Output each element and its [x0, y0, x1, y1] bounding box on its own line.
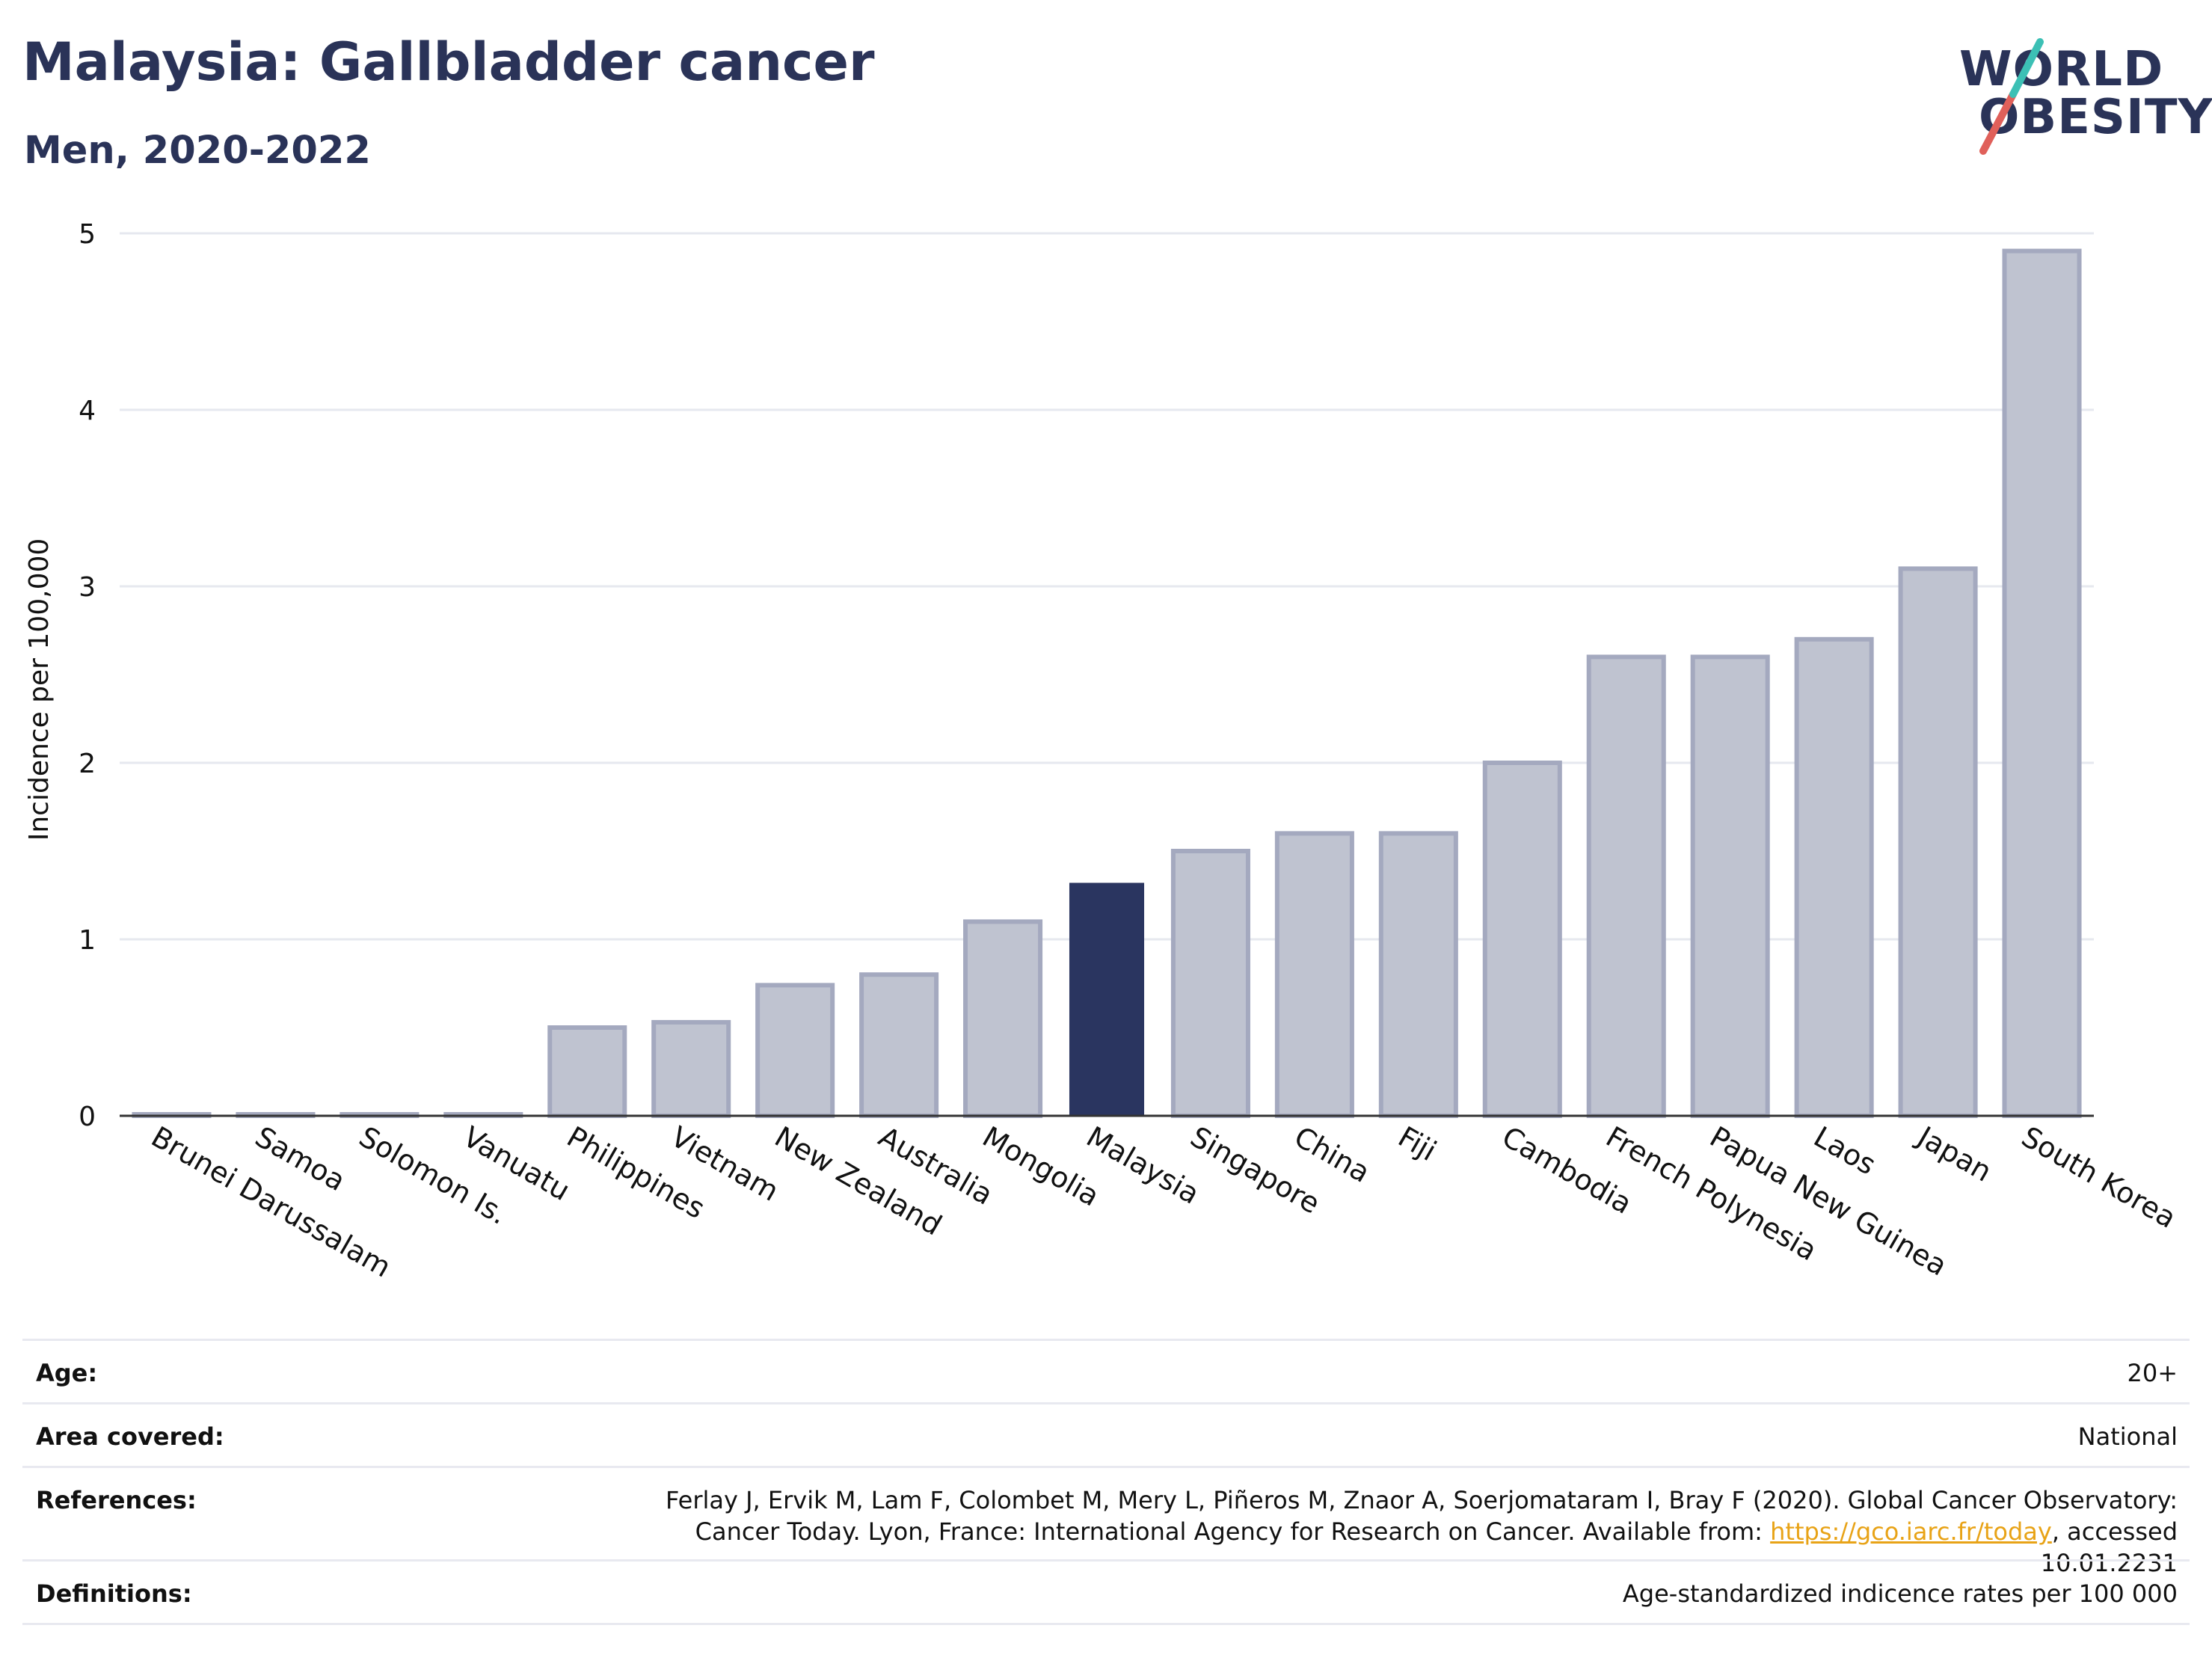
meta-row-age: Age: 20+	[22, 1339, 2190, 1402]
x-tick-label: South Korea	[2016, 1120, 2181, 1235]
y-tick-label: 4	[79, 396, 96, 426]
y-axis-ticks: 0 1 2 3 4 5	[79, 219, 96, 1132]
y-tick-label: 0	[79, 1102, 96, 1132]
bar	[1274, 831, 1354, 1119]
bar	[1690, 654, 1770, 1118]
y-tick-label: 2	[79, 749, 96, 779]
bar	[2002, 248, 2082, 1119]
y-tick-label: 5	[79, 219, 96, 250]
logo-line-2: OBESITY	[1979, 90, 2212, 145]
bar	[1898, 566, 1978, 1118]
bar	[963, 919, 1043, 1119]
x-tick-label: Mongolia	[977, 1120, 1105, 1213]
area-label: Area covered:	[36, 1422, 224, 1451]
age-value: 20+	[2127, 1359, 2178, 1387]
y-tick-label: 3	[79, 572, 96, 603]
x-tick-label: Malaysia	[1081, 1120, 1205, 1211]
logo-slash-icon	[1979, 38, 2044, 155]
references-suffix: , accessed 10.01.2231	[2040, 1517, 2178, 1577]
bar	[1586, 654, 1666, 1118]
bar	[547, 1025, 627, 1118]
bar	[651, 1019, 731, 1119]
definitions-label: Definitions:	[36, 1579, 192, 1608]
meta-row-definitions: Definitions: Age-standardized indicence …	[22, 1559, 2190, 1625]
references-link[interactable]: https://gco.iarc.fr/today	[1770, 1517, 2052, 1546]
metadata-table: Age: 20+ Area covered: National Referenc…	[22, 1339, 2190, 1625]
meta-row-references: References: Ferlay J, Ervik M, Lam F, Co…	[22, 1466, 2190, 1577]
logo-line-1: WORLD	[1959, 42, 2164, 97]
y-tick-label: 1	[79, 925, 96, 956]
x-tick-label: Fiji	[1392, 1120, 1442, 1167]
bar	[1794, 636, 1874, 1118]
x-tick-label: Laos	[1808, 1120, 1881, 1182]
page-subtitle: Men, 2020-2022	[24, 129, 371, 173]
bar	[1482, 761, 1562, 1118]
references-label: References:	[36, 1486, 197, 1514]
bars	[132, 248, 2082, 1119]
page-title: Malaysia: Gallbladder cancer	[22, 31, 875, 93]
world-obesity-logo: WORLD OBESITY	[1952, 22, 2212, 157]
x-tick-label: Japan	[1911, 1120, 1997, 1188]
bar	[755, 983, 835, 1118]
definitions-value: Age-standardized indicence rates per 100…	[1622, 1579, 2178, 1608]
bar	[1170, 849, 1250, 1118]
age-label: Age:	[36, 1359, 98, 1387]
bar	[1378, 831, 1458, 1119]
bar	[1069, 882, 1145, 1116]
bar	[859, 972, 939, 1118]
y-axis-label: Incidence per 100,000	[24, 538, 55, 841]
references-text: Ferlay J, Ervik M, Lam F, Colombet M, Me…	[666, 1486, 2178, 1546]
meta-row-area: Area covered: National	[22, 1402, 2190, 1466]
references-value: Ferlay J, Ervik M, Lam F, Colombet M, Me…	[607, 1484, 2178, 1579]
area-value: National	[2077, 1422, 2178, 1451]
